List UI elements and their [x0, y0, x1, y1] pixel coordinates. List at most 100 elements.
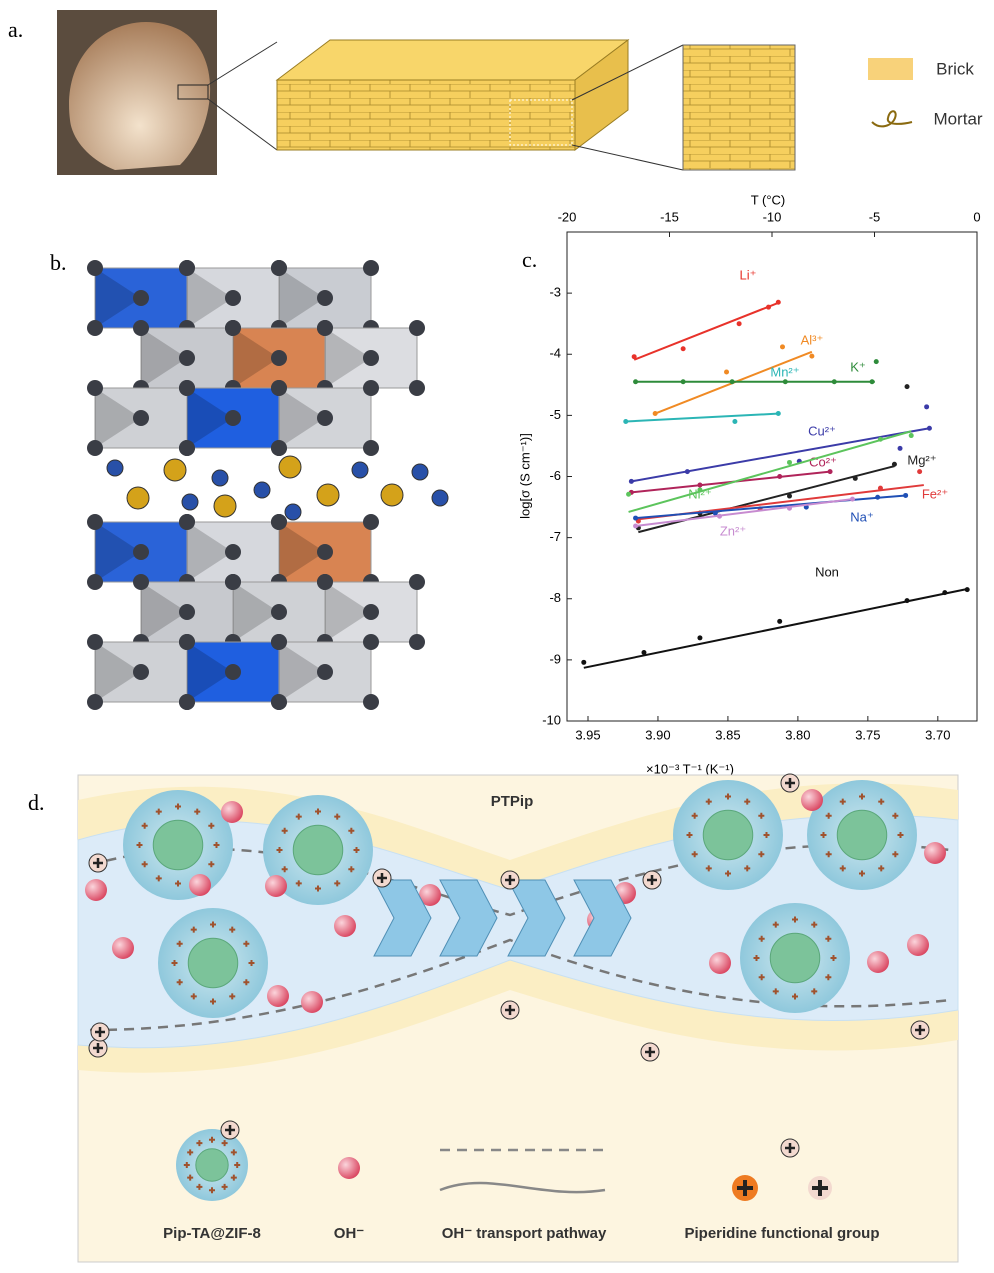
data-point [641, 650, 646, 655]
data-point [681, 346, 686, 351]
data-point [697, 635, 702, 640]
anion [133, 664, 149, 680]
zoom-line [208, 99, 277, 150]
legend-brick-swatch [868, 58, 913, 80]
anion [363, 604, 379, 620]
data-point [633, 524, 638, 529]
series-label: Non [815, 564, 839, 579]
zoom-line [572, 145, 683, 170]
anion [271, 634, 287, 650]
hydroxide-ion [189, 874, 211, 896]
data-point [685, 469, 690, 474]
anion [179, 380, 195, 396]
x2-tick-label: 0 [973, 209, 980, 224]
panel-b [87, 260, 448, 710]
figure: a. b. c. d. Brick Mortar ×10⁻³ T⁻¹ (K⁻¹)… [0, 0, 994, 1273]
data-point [717, 514, 722, 519]
data-point [787, 506, 792, 511]
hydroxide-ion [907, 934, 929, 956]
anion [179, 694, 195, 710]
data-point [905, 384, 910, 389]
anion [271, 260, 287, 276]
anion [133, 320, 149, 336]
y-tick-label: -4 [549, 346, 561, 361]
interlayer-ion [107, 460, 123, 476]
anion [179, 260, 195, 276]
anion [363, 350, 379, 366]
anion [271, 694, 287, 710]
x-tick-label: 3.90 [645, 727, 670, 742]
y-tick-label: -3 [549, 285, 561, 300]
data-point [776, 411, 781, 416]
y-tick-label: -7 [549, 529, 561, 544]
data-point [732, 419, 737, 424]
anion [87, 440, 103, 456]
series-label: Mg²⁺ [907, 452, 936, 467]
interlayer-ion [381, 484, 403, 506]
y-tick-label: -8 [549, 590, 561, 605]
data-point [927, 426, 932, 431]
fit-line [629, 431, 912, 512]
x-tick-label: 3.85 [715, 727, 740, 742]
anion [317, 544, 333, 560]
data-point [875, 495, 880, 500]
data-point [870, 379, 875, 384]
anion [363, 514, 379, 530]
fit-line [634, 302, 780, 359]
anion [317, 410, 333, 426]
series-label: Cu²⁺ [808, 423, 836, 438]
zif-core [188, 938, 238, 988]
anion [363, 440, 379, 456]
panel-label: d. [28, 790, 45, 815]
data-point [853, 476, 858, 481]
anion [409, 320, 425, 336]
data-point [626, 492, 631, 497]
data-point [653, 411, 658, 416]
panel-a: Brick Mortar [57, 10, 983, 175]
anion [133, 574, 149, 590]
hydroxide-ion [267, 985, 289, 1007]
anion [363, 260, 379, 276]
data-point [629, 479, 634, 484]
zif-core [153, 820, 203, 870]
anion [409, 634, 425, 650]
block-front [277, 80, 575, 150]
fit-line [626, 414, 780, 422]
zif-core [293, 825, 343, 875]
data-point [766, 305, 771, 310]
anion [363, 634, 379, 650]
brick-mortar-detail [683, 45, 795, 170]
anion [179, 634, 195, 650]
series-label: K⁺ [850, 359, 866, 374]
data-point [924, 404, 929, 409]
hydroxide-ion [867, 951, 889, 973]
anion [87, 574, 103, 590]
legend-label: Piperidine functional group [685, 1225, 880, 1242]
x-tick-label: 3.75 [855, 727, 880, 742]
interlayer-ion [317, 484, 339, 506]
hydroxide-ion [709, 952, 731, 974]
anion [271, 350, 287, 366]
fit-line [631, 428, 929, 481]
zif-core [837, 810, 887, 860]
data-point [917, 469, 922, 474]
hydroxide-ion [338, 1157, 360, 1179]
data-point [783, 379, 788, 384]
anion [225, 574, 241, 590]
interlayer-ion [214, 495, 236, 517]
data-point [832, 379, 837, 384]
interlayer-ion [285, 504, 301, 520]
hydroxide-ion [924, 842, 946, 864]
data-point [942, 590, 947, 595]
x-tick-label: 3.70 [925, 727, 950, 742]
legend-label: Pip-TA@ZIF-8 [163, 1225, 261, 1242]
data-point [581, 660, 586, 665]
anion [271, 440, 287, 456]
data-point [633, 379, 638, 384]
x2-axis-title: T (°C) [751, 192, 786, 207]
data-point [878, 437, 883, 442]
fit-line [636, 499, 853, 526]
data-point [903, 493, 908, 498]
x-axis-title: ×10⁻³ T⁻¹ (K⁻¹) [646, 761, 734, 776]
panel-d: PTPip Pip-TA@ZIF-8 OH⁻ OH⁻ transport pat… [78, 774, 958, 1262]
